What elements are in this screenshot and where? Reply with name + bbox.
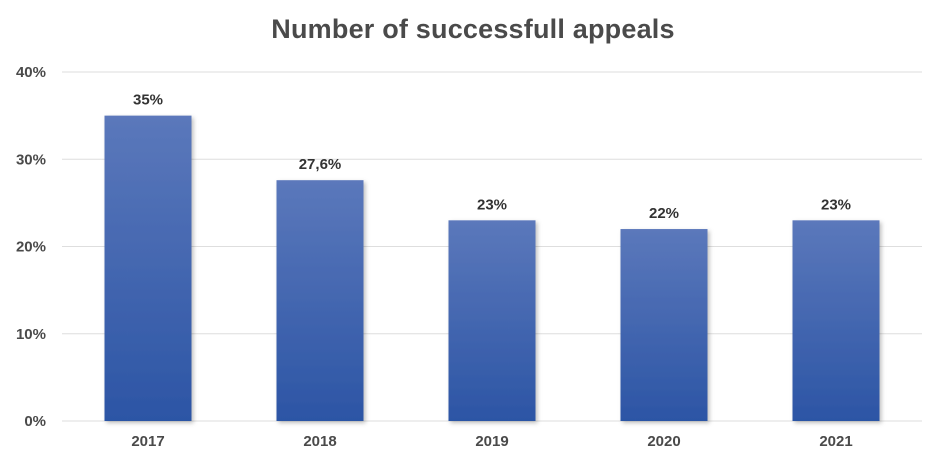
bar-2020 xyxy=(620,229,708,421)
y-tick-label: 20% xyxy=(16,239,46,256)
x-axis: 2017 2018 2019 2020 2021 xyxy=(131,433,852,450)
x-tick-label: 2020 xyxy=(647,433,680,450)
y-tick-label: 0% xyxy=(24,413,46,430)
bar-2021 xyxy=(792,220,880,421)
data-label-2018: 27,6% xyxy=(299,156,342,173)
y-axis: 0% 10% 20% 30% 40% xyxy=(16,64,46,430)
bar-2019 xyxy=(448,220,536,421)
bars: 35% 27,6% 23% 22% 23% xyxy=(104,92,880,421)
bar-2017 xyxy=(104,115,192,421)
y-tick-label: 40% xyxy=(16,64,46,81)
chart-title: Number of successfull appeals xyxy=(271,14,675,44)
data-label-2017: 35% xyxy=(133,92,163,109)
y-tick-label: 30% xyxy=(16,151,46,168)
data-label-2019: 23% xyxy=(477,196,507,213)
bar-2018 xyxy=(276,180,364,421)
x-tick-label: 2019 xyxy=(475,433,508,450)
y-tick-label: 10% xyxy=(16,326,46,343)
x-tick-label: 2018 xyxy=(303,433,336,450)
x-tick-label: 2021 xyxy=(819,433,852,450)
data-label-2021: 23% xyxy=(821,196,851,213)
data-label-2020: 22% xyxy=(649,205,679,222)
x-tick-label: 2017 xyxy=(131,433,164,450)
